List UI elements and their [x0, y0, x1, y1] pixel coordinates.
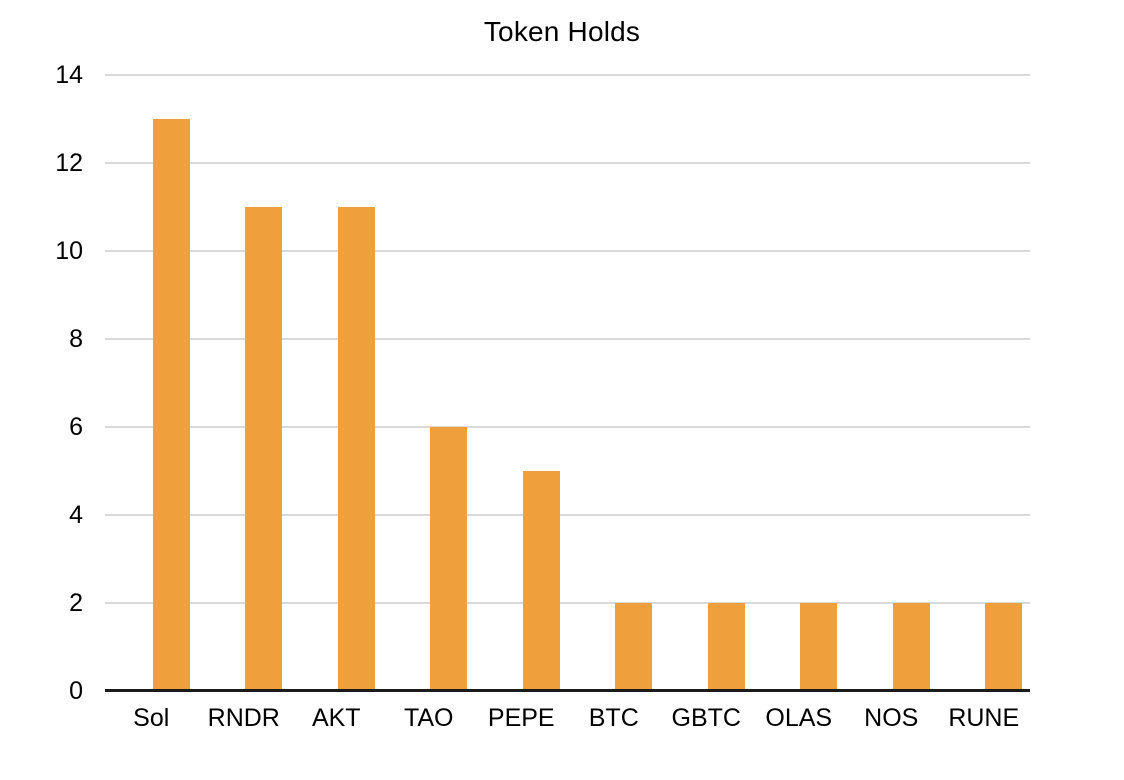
x-axis-label-rndr: RNDR [207, 704, 280, 732]
x-axis-line [105, 689, 1030, 692]
bar-nos [892, 603, 930, 691]
bar-gbtc [707, 603, 745, 691]
x-axis-label-rune: RUNE [948, 704, 1020, 732]
y-tick-label-6: 6 [69, 413, 83, 441]
x-axis-label-btc: BTC [588, 704, 639, 732]
gridline-8 [105, 338, 1030, 340]
gridline-6 [105, 426, 1030, 428]
gridline-4 [105, 514, 1030, 516]
y-tick-label-8: 8 [69, 325, 83, 353]
gridline-14 [105, 74, 1030, 76]
x-axis-label-tao: TAO [403, 704, 454, 732]
x-axis-label-pepe: PEPE [487, 704, 555, 732]
y-tick-label-12: 12 [55, 149, 83, 177]
y-tick-label-10: 10 [55, 237, 83, 265]
x-axis-label-nos: NOS [864, 704, 919, 732]
bar-tao [430, 427, 468, 691]
gridline-12 [105, 162, 1030, 164]
bar-akt [337, 207, 375, 691]
y-tick-label-2: 2 [69, 589, 83, 617]
bar-olas [800, 603, 838, 691]
y-tick-label-0: 0 [69, 677, 83, 705]
x-axis-label-akt: AKT [311, 704, 361, 732]
bar-rune [985, 603, 1023, 691]
bar-rndr [245, 207, 283, 691]
bar-btc [615, 603, 653, 691]
chart-title: Token Holds [483, 16, 641, 47]
bar-sol [152, 119, 190, 691]
gridline-10 [105, 250, 1030, 252]
y-tick-label-4: 4 [69, 501, 83, 529]
gridline-2 [105, 602, 1030, 604]
x-axis-label-sol: Sol [133, 704, 170, 732]
x-axis-label-olas: OLAS [765, 704, 833, 732]
y-tick-label-14: 14 [55, 61, 83, 89]
bar-pepe [522, 471, 560, 691]
x-axis-label-gbtc: GBTC [671, 704, 741, 732]
plot-area [105, 74, 1030, 692]
